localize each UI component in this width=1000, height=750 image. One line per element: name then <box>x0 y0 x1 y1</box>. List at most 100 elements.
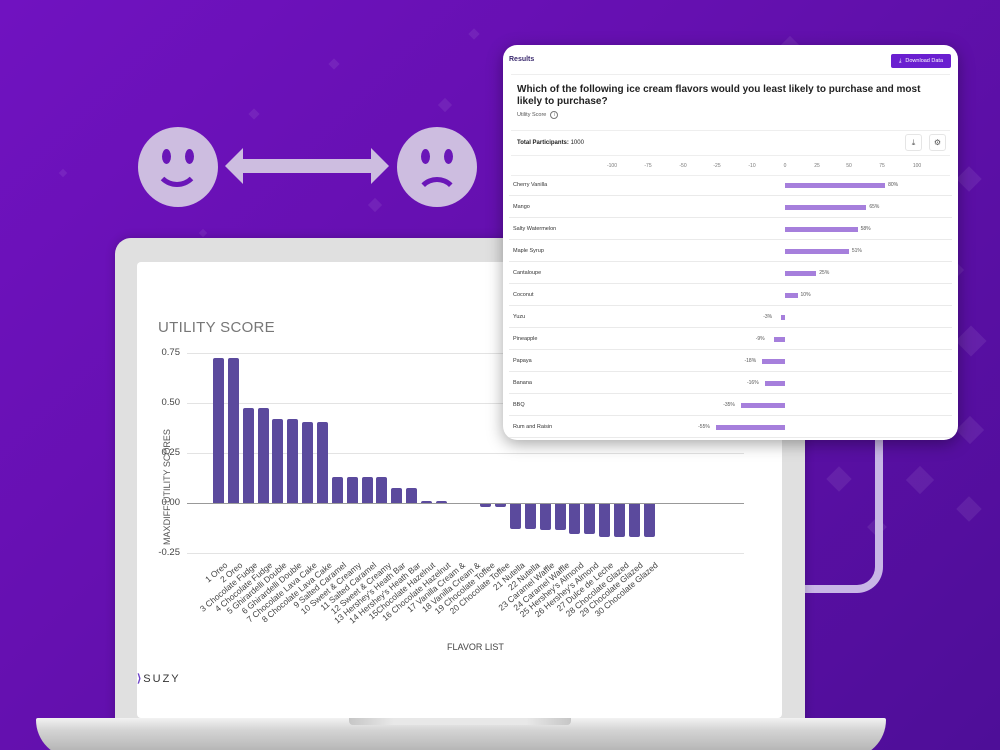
result-value: 58% <box>860 226 871 232</box>
axis-tick-label: 50 <box>846 163 852 169</box>
chart-bar[interactable] <box>361 477 373 503</box>
axis-tick-label: -100 <box>606 163 617 169</box>
result-row: Cherry Vanilla 80% <box>509 176 952 196</box>
chart-bar[interactable] <box>346 477 358 503</box>
chart-title: UTILITY SCORE <box>158 319 275 336</box>
chart-bar[interactable] <box>420 501 432 503</box>
y-tick-label: 0.00 <box>161 497 181 508</box>
total-participants: Total Participants: 1000 <box>517 140 584 146</box>
download-icon-button[interactable]: ⤓ <box>905 134 922 151</box>
chart-bar[interactable] <box>287 419 299 503</box>
chart-bar[interactable] <box>257 408 269 503</box>
chart-bar[interactable] <box>613 504 625 537</box>
chart-bar[interactable] <box>524 504 536 529</box>
result-bar[interactable] <box>785 227 858 232</box>
chart-bar[interactable] <box>643 504 655 537</box>
axis-tick-label: -10 <box>748 163 756 169</box>
chart-bar[interactable] <box>302 422 314 503</box>
info-icon[interactable]: i <box>550 111 559 119</box>
diamond-decoration <box>437 97 453 113</box>
diamond-decoration <box>58 168 68 178</box>
row-label: Yuzu <box>513 314 526 320</box>
y-tick-label: 0.50 <box>161 397 181 408</box>
row-label: Rum and Raisin <box>513 424 553 430</box>
row-label: Coconut <box>513 292 534 298</box>
chart-bar[interactable] <box>331 477 343 503</box>
chart-bar[interactable] <box>376 477 388 503</box>
result-value: -18% <box>744 358 757 364</box>
result-value: -16% <box>746 380 759 386</box>
result-row: Salty Watermelon 58% <box>509 220 952 240</box>
result-bar[interactable] <box>716 425 785 430</box>
diamond-decoration <box>328 58 340 70</box>
diamond-decoration <box>956 496 982 522</box>
row-label: Maple Syrup <box>513 248 544 254</box>
diamond-decoration <box>905 465 935 495</box>
chart-bar[interactable] <box>242 408 254 503</box>
chart-bar[interactable] <box>391 488 403 503</box>
chart-bar[interactable] <box>599 504 611 537</box>
chart-bar[interactable] <box>510 504 521 529</box>
laptop-screen: UTILITY SCORE MAXDIFF UTILITY SCORES FLA… <box>137 262 782 718</box>
result-bar[interactable] <box>762 359 785 364</box>
settings-button[interactable]: ⚙ <box>929 134 946 151</box>
result-row: BBQ -35% <box>509 396 952 416</box>
result-bar[interactable] <box>785 293 798 298</box>
chart-bar[interactable] <box>227 358 239 503</box>
axis-tick-label: -75 <box>644 163 652 169</box>
result-value: 80% <box>888 182 899 188</box>
chart-bar[interactable] <box>480 504 492 507</box>
x-axis-label: FLAVOR LIST <box>447 642 504 652</box>
diamond-decoration <box>198 228 208 238</box>
result-bar[interactable] <box>785 271 817 276</box>
chart-bar[interactable] <box>569 504 581 534</box>
chart-bar[interactable] <box>213 358 224 503</box>
divider <box>511 155 950 156</box>
zero-line <box>187 503 744 504</box>
chart-bar[interactable] <box>435 501 447 503</box>
download-data-button[interactable]: ⤓ Download Data <box>891 54 951 68</box>
result-bar[interactable] <box>764 381 785 386</box>
divider <box>511 130 950 131</box>
row-label: Banana <box>513 380 532 386</box>
result-bar[interactable] <box>781 315 785 320</box>
result-row: Pineapple -9% <box>509 330 952 350</box>
chart-bar[interactable] <box>628 504 640 537</box>
result-value: -35% <box>723 402 735 408</box>
diamond-decoration <box>367 197 383 213</box>
result-value: -3% <box>763 314 773 320</box>
result-bar[interactable] <box>785 183 886 188</box>
suzy-logo: ⟩SUZY <box>137 673 181 685</box>
row-label: Mango <box>513 204 530 210</box>
y-axis-label: MAXDIFF UTILITY SCORES <box>162 429 172 545</box>
result-bar[interactable] <box>741 403 785 408</box>
gridline <box>187 553 744 554</box>
chart-bar[interactable] <box>272 419 284 503</box>
chart-bar[interactable] <box>554 504 566 530</box>
chart-bar[interactable] <box>495 504 507 507</box>
result-bar[interactable] <box>773 337 785 342</box>
diamond-decoration <box>956 166 982 192</box>
question-title: Which of the following ice cream flavors… <box>517 84 921 107</box>
chart-bar[interactable] <box>584 504 596 534</box>
row-label: Salty Watermelon <box>513 226 557 232</box>
results-card: Results ⤓ Download Data Which of the fol… <box>503 45 958 440</box>
chart-bar[interactable] <box>406 488 418 503</box>
gridline <box>187 403 744 404</box>
chart-bar[interactable] <box>316 422 328 503</box>
utility-score-label: Utility Score i <box>517 111 559 119</box>
y-tick-label: 0.75 <box>161 347 181 358</box>
result-row: Coconut 10% <box>509 286 952 306</box>
result-bar[interactable] <box>785 205 867 210</box>
row-label: Papaya <box>513 358 532 364</box>
result-value: 25% <box>819 270 830 276</box>
sad-face-icon <box>397 127 477 207</box>
connector-line <box>760 430 883 593</box>
row-label: Cherry Vanilla <box>513 182 548 188</box>
gridline <box>187 353 744 354</box>
double-arrow-icon <box>225 148 389 184</box>
result-row: Cantaloupe 25% <box>509 264 952 284</box>
result-bar[interactable] <box>785 249 849 254</box>
chart-bar[interactable] <box>539 504 551 530</box>
result-value: -9% <box>755 336 765 342</box>
